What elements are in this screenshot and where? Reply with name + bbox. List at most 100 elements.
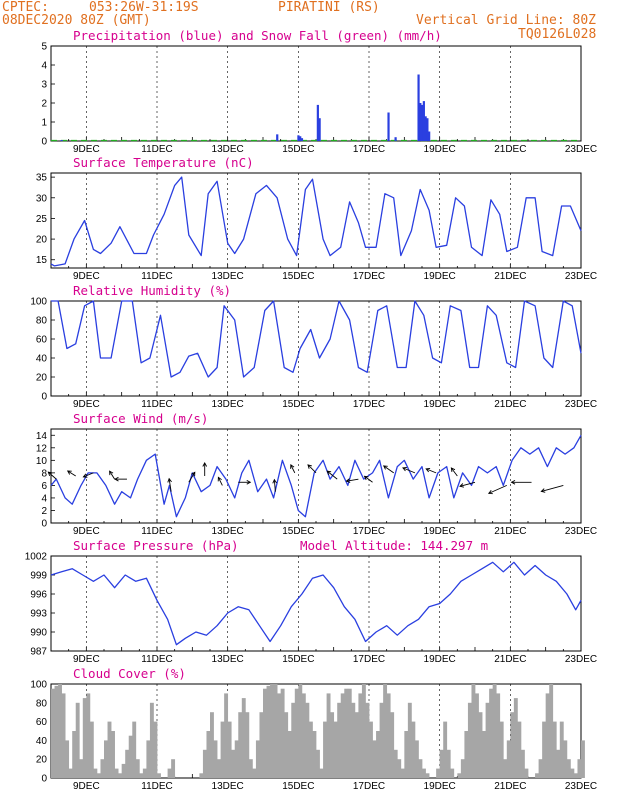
cloud-ytick-label: 40 bbox=[36, 736, 48, 747]
cloud-bar bbox=[333, 721, 338, 778]
wind-arrow-head bbox=[167, 477, 172, 483]
cloud-bar bbox=[277, 693, 282, 778]
cloud-bar bbox=[414, 740, 419, 778]
cloud-bar bbox=[220, 721, 225, 778]
cloud-bar bbox=[287, 731, 292, 778]
rh-ytick-label: 100 bbox=[30, 297, 47, 308]
precip-bar bbox=[299, 136, 302, 141]
temp-xtick-label: 11DEC bbox=[141, 271, 173, 282]
rh-xtick-label: 11DEC bbox=[141, 399, 173, 410]
cloud-bar bbox=[503, 759, 508, 778]
wind-arrow bbox=[346, 478, 359, 482]
pres-ytick-label: 999 bbox=[30, 571, 47, 582]
wind-ytick-label: 4 bbox=[41, 493, 47, 504]
cloud-bar bbox=[238, 712, 243, 778]
wind-arrow bbox=[217, 477, 223, 486]
cloud-bar bbox=[118, 773, 123, 778]
precip-ytick-label: 2 bbox=[41, 99, 47, 110]
pres-xtick-label: 17DEC bbox=[353, 654, 385, 665]
wind-arrow-head bbox=[217, 476, 222, 482]
cloud-bar bbox=[365, 702, 370, 778]
cloud-bar bbox=[213, 740, 218, 778]
cloud-xtick-label: 11DEC bbox=[141, 781, 173, 792]
precip-bar bbox=[394, 137, 397, 141]
cloud-bar bbox=[125, 749, 130, 778]
cloud-bar bbox=[538, 759, 543, 778]
cloud-xtick-label: 17DEC bbox=[353, 781, 385, 792]
cloud-bar bbox=[471, 684, 476, 778]
cloud-bar bbox=[361, 684, 366, 778]
precip-bar bbox=[426, 118, 429, 141]
cloud-bar bbox=[354, 712, 359, 778]
header-code: TQ0126L028 bbox=[518, 27, 597, 42]
wind-arrow-head bbox=[114, 476, 119, 482]
wind-arrow-head bbox=[326, 470, 332, 475]
cloud-bar bbox=[114, 768, 119, 778]
cloud-bar bbox=[312, 731, 317, 778]
cloud-bar bbox=[149, 702, 154, 778]
cloud-ytick-label: 60 bbox=[36, 717, 48, 728]
wind-arrow-head bbox=[109, 470, 114, 476]
header-run: 08DEC2020 80Z (GMT) bbox=[2, 13, 151, 28]
cloud-bar bbox=[552, 721, 557, 778]
precip-ytick-label: 0 bbox=[41, 137, 47, 148]
pres-ytick-label: 1002 bbox=[25, 552, 48, 563]
temp-xtick-label: 19DEC bbox=[424, 271, 456, 282]
wind-xtick-label: 11DEC bbox=[141, 526, 173, 537]
cloud-bar bbox=[319, 768, 324, 778]
temp-ytick-label: 25 bbox=[36, 214, 48, 225]
header-source: CPTEC: bbox=[2, 0, 49, 15]
cloud-bar bbox=[397, 759, 402, 778]
cloud-bar bbox=[425, 773, 430, 778]
wind-arrow bbox=[425, 468, 437, 474]
pres-panel: 987 990 993 996 999 1002 9DEC 11DEC 13DEC 15DEC 17… bbox=[25, 538, 597, 665]
wind-arrow-head bbox=[487, 489, 493, 495]
precip-ytick-label: 4 bbox=[41, 61, 47, 72]
precip-bar bbox=[316, 104, 319, 141]
cloud-bar bbox=[111, 731, 115, 778]
cloud-bar bbox=[68, 768, 73, 778]
cloud-bar bbox=[167, 768, 172, 778]
cloud-bar bbox=[422, 768, 426, 778]
cloud-bar bbox=[58, 684, 62, 778]
cloud-bar bbox=[227, 721, 232, 778]
cloud-bar bbox=[234, 740, 239, 778]
rh-ytick-label: 80 bbox=[36, 316, 48, 327]
cloud-xtick-label: 9DEC bbox=[73, 781, 100, 792]
cloud-bar bbox=[128, 735, 133, 778]
cloud-ytick-label: 100 bbox=[30, 680, 47, 691]
cloud-bar bbox=[259, 712, 264, 778]
wind-frame bbox=[50, 428, 582, 524]
cloud-bar bbox=[556, 749, 561, 778]
cloud-bar bbox=[489, 688, 494, 778]
temp-ytick-label: 35 bbox=[36, 173, 48, 184]
rh-xtick-label: 21DEC bbox=[494, 399, 526, 410]
wind-arrow-head bbox=[510, 479, 516, 485]
cloud-bar bbox=[72, 731, 77, 778]
cloud-bar bbox=[513, 698, 518, 778]
pres-subtitle: Model Altitude: 144.297 m bbox=[300, 538, 488, 553]
cloud-bar bbox=[499, 721, 504, 778]
cloud-bar bbox=[460, 759, 465, 778]
cloud-bar bbox=[308, 721, 313, 778]
pres-ytick-label: 987 bbox=[30, 647, 47, 658]
wind-arrow-head bbox=[202, 462, 208, 467]
cloud-bar bbox=[270, 684, 274, 778]
precip-xtick-label: 13DEC bbox=[212, 144, 244, 155]
temp-xtick-label: 17DEC bbox=[353, 271, 385, 282]
precip-bar bbox=[422, 101, 425, 141]
cloud-bar bbox=[439, 749, 444, 778]
temp-ytick-label: 20 bbox=[36, 235, 48, 246]
wind-arrow-head bbox=[425, 467, 431, 473]
cloud-bar bbox=[577, 759, 582, 778]
cloud-bar bbox=[291, 702, 296, 778]
wind-series-line bbox=[50, 434, 582, 518]
wind-xtick-label: 17DEC bbox=[353, 526, 385, 537]
pres-ytick-label: 990 bbox=[30, 628, 47, 639]
cloud-bar bbox=[323, 721, 327, 778]
cloud-bar bbox=[107, 721, 112, 778]
cloud-bar bbox=[139, 773, 144, 778]
cloud-bar bbox=[581, 740, 585, 778]
wind-arrow bbox=[168, 478, 172, 492]
